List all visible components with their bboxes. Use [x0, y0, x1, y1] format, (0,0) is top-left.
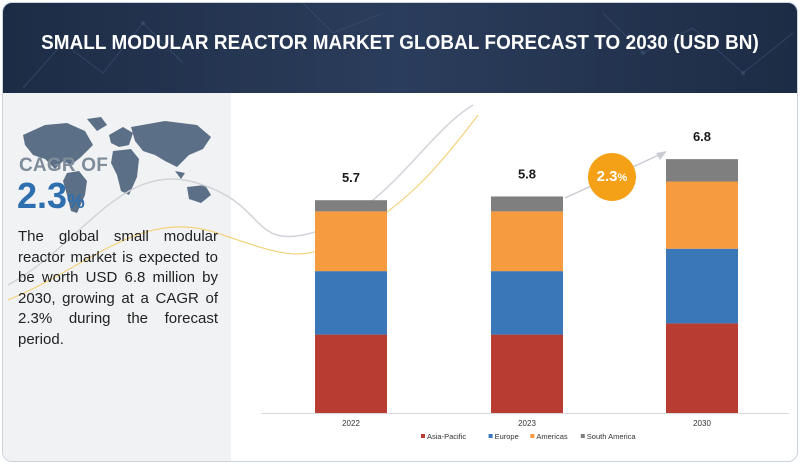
cagr-number: 2.3 [17, 175, 68, 216]
total-label-2022: 5.7 [342, 170, 360, 185]
bar-segment-asia-pacific-2022 [315, 334, 387, 413]
cagr-bubble: 2.3% [588, 153, 636, 201]
bar-segment-americas-2030 [666, 181, 738, 249]
cagr-unit: % [67, 191, 85, 213]
world-map-icon [23, 117, 211, 213]
bar-segment-europe-2030 [666, 248, 738, 324]
bar-segment-europe-2022 [315, 271, 387, 335]
bubble-unit: % [617, 172, 628, 184]
decorative-curves [7, 104, 479, 301]
header-banner: SMALL MODULAR REACTOR MARKET GLOBAL FORE… [3, 3, 797, 93]
legend-label-asia-pacific: Asia-Pacific [427, 432, 466, 441]
legend-swatch-americas [530, 434, 535, 438]
bar-segment-south-america-2030 [666, 159, 738, 182]
total-label-2030: 6.8 [693, 129, 711, 144]
bubble-value: 2.3 [596, 168, 618, 185]
legend-label-europe: Europe [495, 432, 519, 441]
bar-segment-europe-2023 [491, 271, 563, 335]
stacked-bar-chart: 5.7 2022 5.8 2023 6.8 2030 Asia-Pacific Europe A… [261, 129, 789, 441]
x-tick-label-2023: 2023 [518, 419, 536, 428]
cagr-value: 2.3% [17, 175, 85, 217]
bar-segment-asia-pacific-2023 [491, 334, 563, 413]
market-description: The global small modular reactor market … [18, 228, 218, 348]
legend-label-americas: Americas [536, 432, 568, 441]
cagr-label: CAGR OF [19, 155, 109, 176]
x-tick-label-2022: 2022 [342, 419, 360, 428]
total-label-2023: 5.8 [518, 166, 536, 181]
page-title: SMALL MODULAR REACTOR MARKET GLOBAL FORE… [41, 31, 759, 54]
x-tick-label-2030: 2030 [693, 419, 711, 428]
bar-segment-americas-2023 [491, 211, 563, 272]
bar-segment-south-america-2023 [491, 196, 563, 212]
legend-swatch-south-america [580, 434, 585, 438]
bar-segment-south-america-2022 [315, 200, 387, 212]
bar-segment-asia-pacific-2030 [666, 323, 738, 413]
legend-swatch-asia-pacific [421, 434, 425, 438]
header-pattern [22, 3, 794, 89]
bar-segment-americas-2022 [315, 211, 387, 272]
legend-swatch-europe [488, 434, 493, 438]
legend-label-south-america: South America [587, 432, 637, 441]
